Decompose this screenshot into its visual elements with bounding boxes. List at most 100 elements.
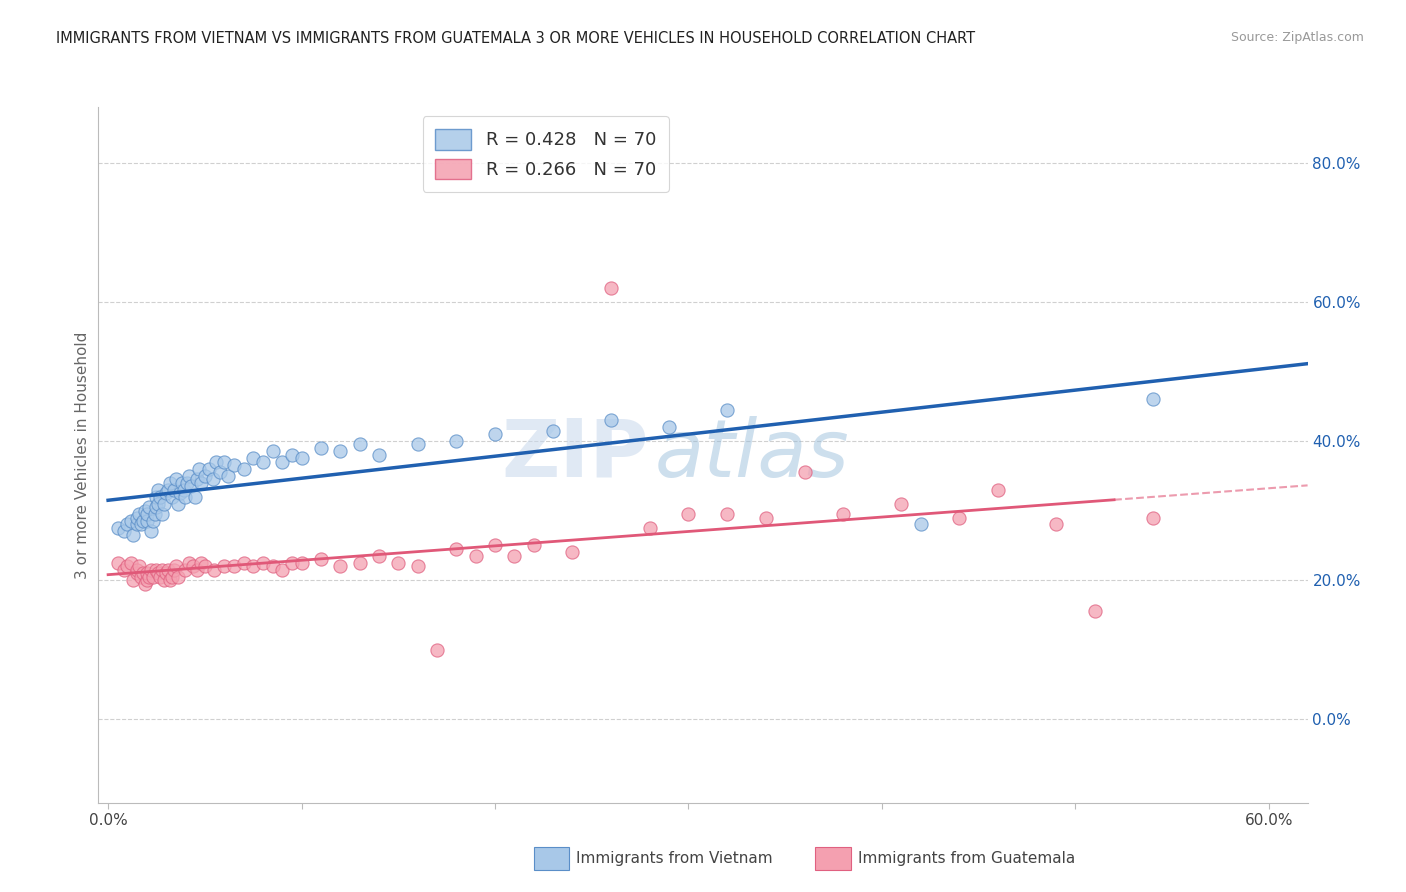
Point	[107, 521, 129, 535]
Point	[368, 448, 391, 462]
Point	[107, 556, 129, 570]
Point	[132, 514, 155, 528]
Text: Immigrants from Vietnam: Immigrants from Vietnam	[576, 852, 773, 866]
Point	[503, 549, 526, 563]
Point	[165, 472, 187, 486]
Point	[139, 563, 162, 577]
Point	[349, 437, 371, 451]
Point	[169, 486, 191, 500]
Point	[217, 468, 239, 483]
Point	[135, 507, 157, 521]
Point	[271, 455, 294, 469]
Point	[252, 556, 274, 570]
Point	[242, 559, 264, 574]
Point	[406, 559, 429, 574]
Point	[204, 563, 226, 577]
Point	[127, 510, 149, 524]
Point	[523, 538, 546, 552]
Point	[160, 490, 183, 504]
Point	[212, 455, 235, 469]
Point	[890, 497, 912, 511]
Point	[716, 507, 738, 521]
Point	[262, 444, 284, 458]
Point	[209, 466, 232, 480]
Point	[160, 570, 183, 584]
Point	[212, 559, 235, 574]
Point	[112, 524, 135, 539]
Point	[194, 468, 217, 483]
Point	[190, 475, 212, 490]
Point	[186, 472, 208, 486]
Point	[541, 424, 564, 438]
Point	[349, 556, 371, 570]
Point	[205, 455, 228, 469]
Point	[948, 510, 970, 524]
Point	[600, 413, 623, 427]
Point	[157, 483, 180, 497]
Point	[163, 563, 186, 577]
Point	[150, 507, 173, 521]
Point	[446, 541, 468, 556]
Point	[117, 559, 139, 574]
Point	[190, 556, 212, 570]
Point	[561, 545, 583, 559]
Point	[309, 441, 332, 455]
Point	[176, 475, 198, 490]
Point	[153, 573, 176, 587]
Point	[174, 563, 197, 577]
Point	[658, 420, 681, 434]
Point	[222, 559, 245, 574]
Text: atlas: atlas	[655, 416, 849, 494]
Point	[165, 559, 187, 574]
Point	[242, 451, 264, 466]
Point	[910, 517, 932, 532]
Point	[252, 455, 274, 469]
Point	[484, 538, 506, 552]
Point	[163, 483, 186, 497]
Point	[145, 490, 167, 504]
Point	[426, 642, 449, 657]
Point	[181, 559, 204, 574]
Point	[150, 563, 173, 577]
Point	[166, 497, 188, 511]
Point	[155, 566, 177, 581]
Point	[368, 549, 391, 563]
Point	[143, 507, 166, 521]
Point	[197, 462, 219, 476]
Point	[387, 556, 409, 570]
Point	[122, 528, 145, 542]
Point	[484, 427, 506, 442]
Point	[153, 497, 176, 511]
Point	[132, 566, 155, 581]
Point	[987, 483, 1010, 497]
Point	[117, 517, 139, 532]
Point	[281, 448, 304, 462]
Point	[142, 514, 165, 528]
Point	[406, 437, 429, 451]
Point	[232, 462, 254, 476]
Point	[755, 510, 778, 524]
Point	[138, 570, 160, 584]
Point	[290, 451, 312, 466]
Point	[138, 500, 160, 514]
Point	[174, 490, 197, 504]
Point	[145, 563, 167, 577]
Point	[159, 573, 181, 587]
Point	[159, 475, 181, 490]
Point	[290, 556, 312, 570]
Point	[1084, 605, 1107, 619]
Point	[112, 563, 135, 577]
Point	[149, 490, 172, 504]
Point	[129, 517, 152, 532]
Point	[793, 466, 815, 480]
Y-axis label: 3 or more Vehicles in Household: 3 or more Vehicles in Household	[75, 331, 90, 579]
Point	[155, 486, 177, 500]
Point	[148, 483, 170, 497]
Text: Immigrants from Guatemala: Immigrants from Guatemala	[858, 852, 1076, 866]
Point	[188, 462, 211, 476]
Point	[678, 507, 700, 521]
Point	[128, 507, 150, 521]
Point	[832, 507, 855, 521]
Point	[128, 559, 150, 574]
Point	[262, 559, 284, 574]
